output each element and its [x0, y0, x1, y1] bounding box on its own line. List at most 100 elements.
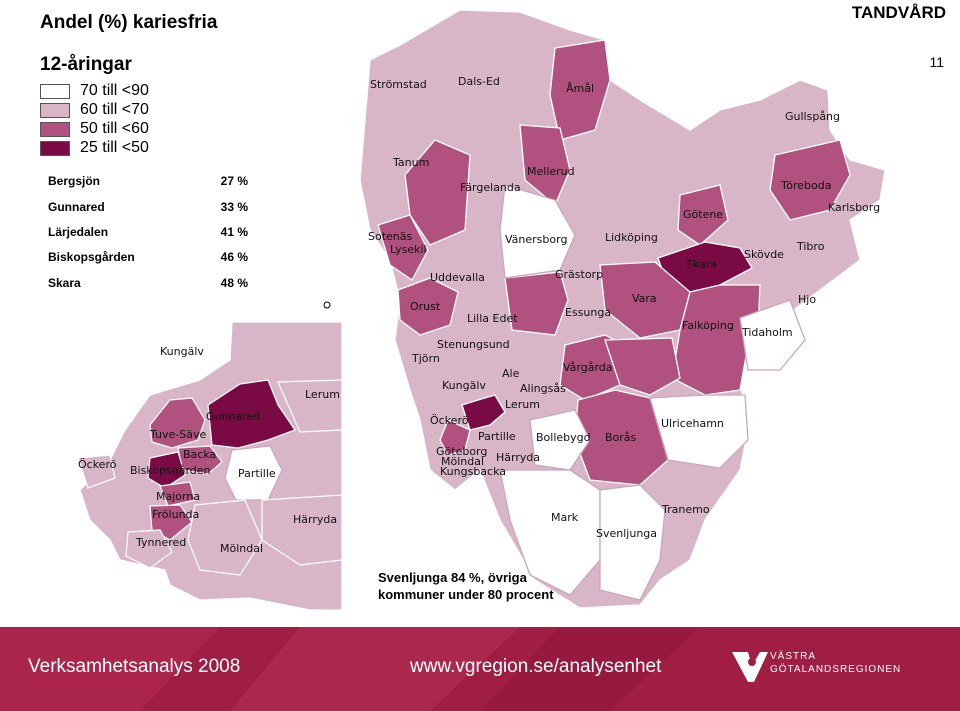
muni-label: Ulricehamn	[661, 417, 724, 430]
muni-label: Göteborg	[436, 445, 487, 458]
muni-label: Götene	[683, 208, 723, 221]
muni-label: Skövde	[744, 248, 784, 261]
list-item: Bergsjön 27 %	[48, 174, 248, 188]
footer-stripe	[0, 627, 220, 711]
district-name: Lärjedalen	[48, 225, 109, 239]
muni-label: Svenljunga	[596, 527, 657, 540]
legend-swatch	[40, 83, 70, 99]
muni-label: Tranemo	[661, 503, 710, 516]
muni-grastorp-essunga	[504, 271, 569, 336]
muni-label: Åmål	[566, 82, 594, 95]
inset-label: Biskopsgården	[130, 464, 211, 477]
list-item: Gunnared 33 %	[48, 200, 248, 214]
muni-label: Kungälv	[442, 379, 486, 392]
muni-sotenas-lysekil	[377, 214, 429, 281]
muni-label: Ale	[502, 367, 520, 380]
muni-mark	[499, 469, 601, 596]
inset-label: Mölndal	[220, 542, 263, 555]
inset-label: Partille	[238, 467, 276, 480]
muni-label: Karlsborg	[828, 201, 880, 214]
muni-svenljunga	[599, 484, 666, 601]
vgr-logo-icon	[732, 652, 768, 682]
muni-label: Orust	[410, 300, 441, 313]
inset-label: Majorna	[156, 490, 200, 503]
muni-tidaholm	[739, 299, 806, 371]
muni-label: Kungsbacka	[440, 465, 506, 478]
legend-item: 50 till <60	[40, 120, 149, 138]
muni-label: Essunga	[565, 306, 611, 319]
district-value: 27 %	[220, 174, 248, 188]
muni-toreboda	[769, 139, 851, 221]
muni-label: Tanum	[392, 156, 429, 169]
inset-locator-marker	[323, 301, 331, 309]
inset-district-molndal	[187, 499, 263, 576]
inset-label: Öckerö	[78, 458, 117, 471]
muni-falkoping	[671, 284, 761, 396]
muni-label: Bollebygd	[536, 431, 591, 444]
muni-label: Falköping	[682, 319, 734, 332]
choropleth-map: Kungälv Lerum Gunnared Tuve-Säve Backa Ö…	[77, 9, 886, 611]
muni-amal	[549, 39, 611, 141]
list-item: Biskopsgården 46 %	[48, 250, 248, 264]
muni-label: Dals-Ed	[458, 75, 500, 88]
muni-label: Färgelanda	[460, 181, 521, 194]
muni-label: Stenungsund	[437, 338, 510, 351]
legend-swatch	[40, 121, 70, 137]
district-value: 33 %	[220, 200, 248, 214]
muni-label: Sotenäs	[368, 230, 413, 243]
inset-labels: Kungälv Lerum Gunnared Tuve-Säve Backa Ö…	[78, 345, 340, 555]
muni-label: Töreboda	[780, 179, 832, 192]
muni-label: Borås	[605, 431, 637, 444]
inset-label: Kungälv	[160, 345, 204, 358]
legend-swatch	[40, 102, 70, 118]
muni-orust	[397, 277, 459, 336]
muni-label: Hjo	[798, 293, 816, 306]
inset-label: Härryda	[293, 513, 337, 526]
muni-label: Lilla Edet	[467, 312, 518, 325]
muni-label: Lidköping	[605, 231, 658, 244]
map-subtitle: 12-åringar	[40, 54, 132, 75]
muni-mellerud	[519, 124, 571, 207]
muni-label: Gullspång	[785, 110, 840, 123]
district-value: 48 %	[220, 276, 248, 290]
municipality-labels: Strömstad Dals-Ed Åmål Gullspång Tanum M…	[368, 75, 880, 540]
district-name: Gunnared	[48, 200, 105, 214]
inset-district-majorna	[159, 481, 196, 507]
district-name: Biskopsgården	[48, 250, 135, 264]
muni-ulricehamn	[649, 394, 749, 469]
footer-stripe	[480, 627, 700, 711]
inset-district-ockero	[77, 454, 116, 489]
legend-item: 25 till <50	[40, 139, 149, 157]
muni-goteborg-south	[439, 419, 471, 456]
district-value: 46 %	[220, 250, 248, 264]
muni-label: Partille	[478, 430, 516, 443]
muni-label: Lerum	[505, 398, 540, 411]
muni-label: Tidaholm	[741, 326, 793, 339]
muni-vanersborg	[499, 184, 576, 279]
muni-label: Strömstad	[370, 78, 427, 91]
legend-swatch	[40, 140, 70, 156]
map-note: Svenljunga 84 %, övriga kommuner under 8…	[378, 570, 554, 602]
muni-label: Vara	[632, 292, 657, 305]
inset-district-tynnered	[125, 529, 173, 569]
muni-label: Tjörn	[411, 352, 440, 365]
legend-item: 70 till <90	[40, 82, 149, 100]
inset-district-gunnared	[207, 379, 296, 449]
muni-label: Härryda	[496, 451, 540, 464]
inset-district-harryda	[261, 494, 343, 566]
district-name: Bergsjön	[48, 174, 101, 188]
footer-url-link[interactable]: www.vgregion.se/analysenhet	[410, 656, 662, 677]
district-name: Skara	[48, 276, 81, 290]
inset-district-tuve-save	[149, 397, 206, 449]
muni-label: Alingsås	[520, 382, 566, 395]
inset-label: Backa	[183, 448, 216, 461]
muni-herrljunga	[604, 337, 681, 396]
logo-line1: VÄSTRA	[770, 651, 817, 662]
muni-label: Vänersborg	[505, 233, 567, 246]
muni-label: Vårgårda	[563, 361, 613, 374]
inset-label: Tynnered	[135, 536, 186, 549]
inset-label: Lerum	[305, 388, 340, 401]
muni-label: Mölndal	[441, 455, 484, 468]
vgr-logo-text: VÄSTRA GÖTALANDSREGIONEN	[770, 650, 901, 676]
header-label: TANDVÅRD	[851, 3, 946, 22]
